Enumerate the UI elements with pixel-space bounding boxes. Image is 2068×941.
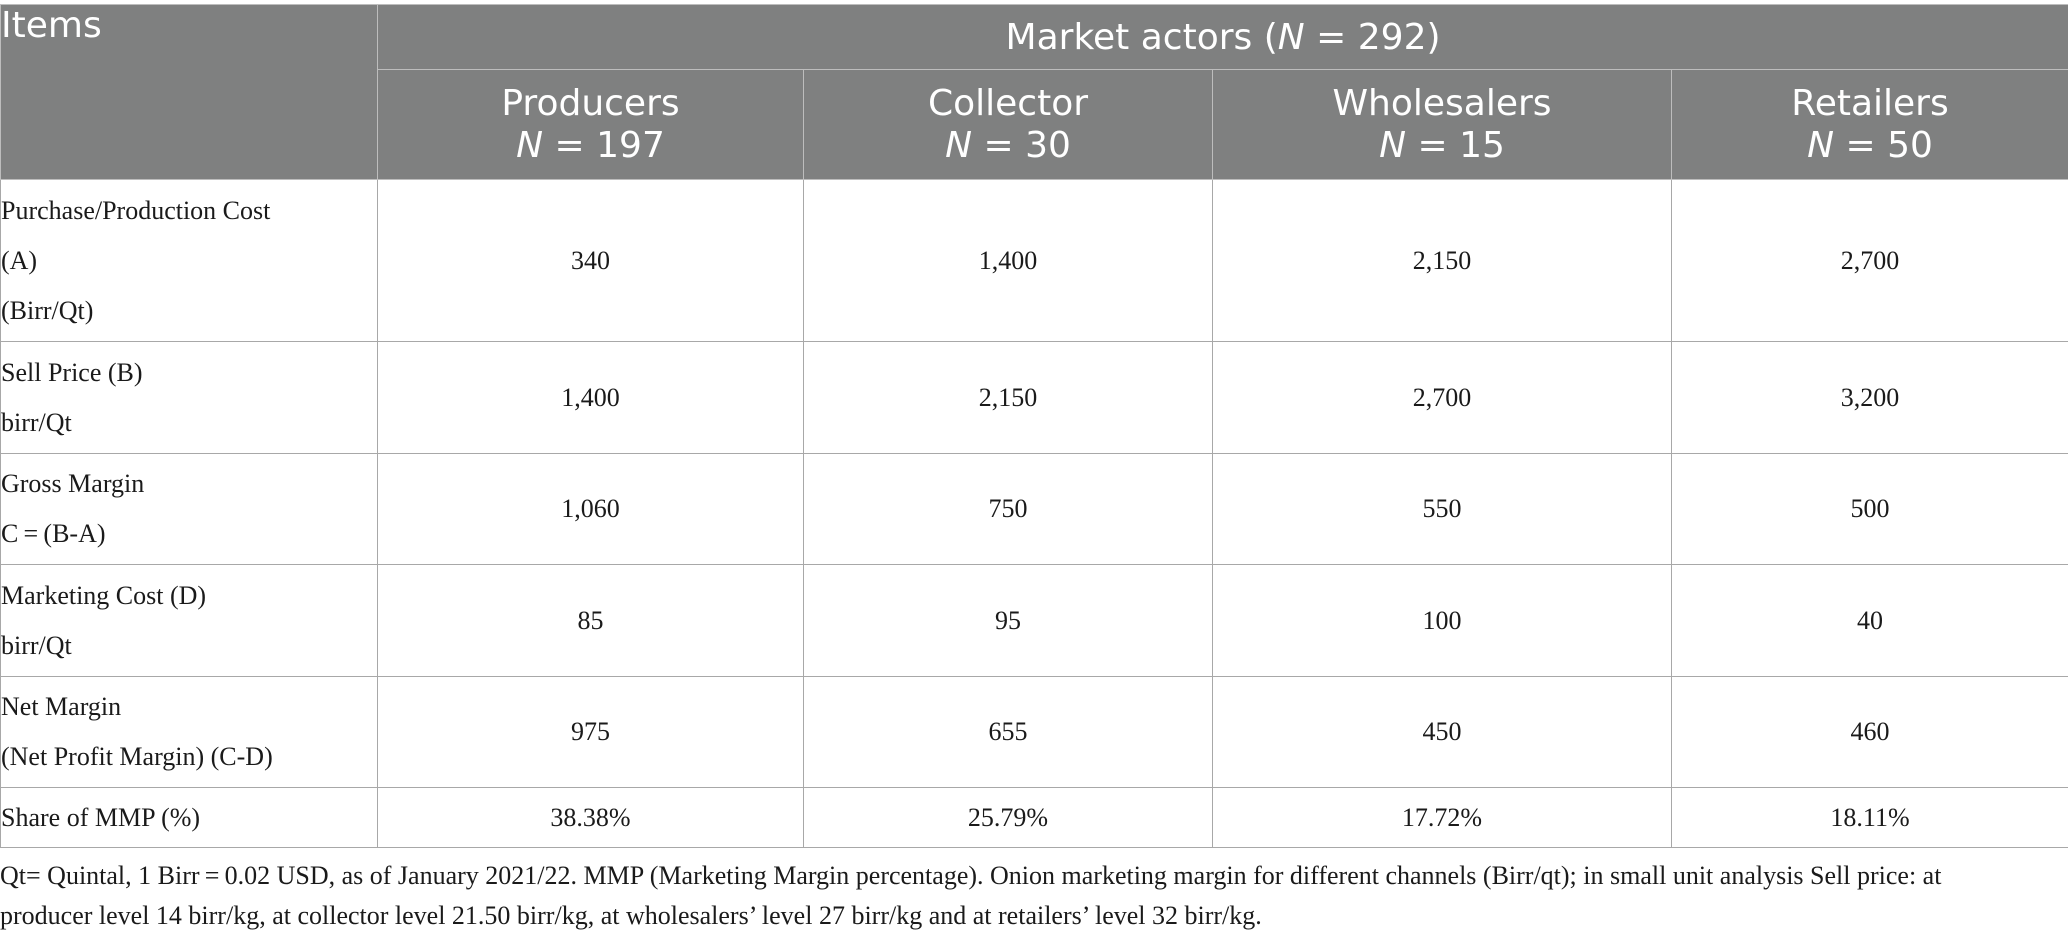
row-label-line: (Net Profit Margin) (C-D) <box>1 742 273 771</box>
n-label: N <box>516 124 544 166</box>
column-header-retailers: Retailers N = 50 <box>1670 69 2068 180</box>
table-cell: 655 <box>803 676 1213 788</box>
row-label-line: Share of MMP (%) <box>1 802 201 832</box>
column-n: N = 50 <box>1672 125 2068 167</box>
table-cell: 25.79% <box>803 787 1213 848</box>
table-row-gross-margin: Gross Margin C = (B-A) 1,060 750 550 500 <box>0 453 2068 565</box>
table-cell: 18.11% <box>1670 787 2068 848</box>
n-value: = 50 <box>1834 124 1933 166</box>
table-cell: 2,150 <box>1212 179 1672 342</box>
table-cell: 460 <box>1670 676 2068 788</box>
row-label-line: (A) <box>1 245 38 275</box>
row-label-line: birr/Qt <box>1 407 72 437</box>
row-label-line: Gross Margin <box>1 469 145 498</box>
table-row-sell-price: Sell Price (B) birr/Qt 1,400 2,150 2,700… <box>0 341 2068 454</box>
header-row-1: Items Market actors (N = 292) <box>0 4 2068 180</box>
table-cell: 975 <box>377 676 804 788</box>
table-cell: 38.38% <box>377 787 804 848</box>
table-cell: 1,400 <box>803 179 1213 342</box>
market-actors-header: Market actors (N = 292) <box>376 4 2068 70</box>
column-header-collector: Collector N = 30 <box>803 69 1213 180</box>
n-value: = 197 <box>543 124 665 166</box>
row-label-line: Marketing Cost (D) <box>1 580 207 610</box>
row-label-line: Net Margin <box>1 692 122 721</box>
row-label: Sell Price (B) birr/Qt <box>0 341 378 454</box>
row-label: Marketing Cost (D) birr/Qt <box>0 564 378 677</box>
table-cell: 100 <box>1212 564 1672 677</box>
column-name: Wholesalers <box>1332 82 1552 124</box>
table-row-share-mmp: Share of MMP (%) 38.38% 25.79% 17.72% 18… <box>0 787 2068 848</box>
market-actors-n: N <box>1277 16 1305 58</box>
column-n: N = 197 <box>378 125 803 167</box>
column-header-wholesalers: Wholesalers N = 15 <box>1212 69 1672 180</box>
table-cell: 95 <box>803 564 1213 677</box>
market-margin-table: Items Market actors (N = 292) Producers N… <box>0 4 2068 848</box>
header-row-2: Producers N = 197 Collector N = 30 Wholesa… <box>1 69 2068 180</box>
column-name: Collector <box>927 82 1089 124</box>
table-cell: 2,700 <box>1670 179 2068 342</box>
table-cell: 3,200 <box>1670 341 2068 454</box>
table-cell: 1,060 <box>377 453 804 565</box>
items-header: Items <box>0 4 378 180</box>
n-value: = 30 <box>972 124 1071 166</box>
column-name: Producers <box>501 82 680 124</box>
table-cell: 450 <box>1212 676 1672 788</box>
table-cell: 340 <box>377 179 804 342</box>
row-label-line: birr/Qt <box>1 630 72 660</box>
column-n: N = 15 <box>1213 125 1671 167</box>
table-row-purchase-cost: Purchase/Production Cost (A) (Birr/Qt) 3… <box>0 179 2068 342</box>
row-label-line: Sell Price (B) <box>1 357 143 387</box>
row-label: Share of MMP (%) <box>0 787 378 848</box>
table-cell: 2,150 <box>803 341 1213 454</box>
table-cell: 550 <box>1212 453 1672 565</box>
n-value: = 15 <box>1406 124 1505 166</box>
table-cell: 750 <box>803 453 1213 565</box>
table-cell: 17.72% <box>1212 787 1672 848</box>
row-label-line: Purchase/Production Cost <box>1 195 271 225</box>
table-row-net-margin: Net Margin (Net Profit Margin) (C-D) 975… <box>0 676 2068 788</box>
n-label: N <box>945 124 973 166</box>
table-footnote: Qt= Quintal, 1 Birr = 0.02 USD, as of Ja… <box>0 861 1942 930</box>
row-label: Net Margin (Net Profit Margin) (C-D) <box>0 676 378 788</box>
table-cell: 1,400 <box>377 341 804 454</box>
market-actors-prefix: Market actors ( <box>1005 16 1278 58</box>
column-n: N = 30 <box>804 125 1212 167</box>
n-label: N <box>1807 124 1835 166</box>
table-cell: 40 <box>1670 564 2068 677</box>
row-label: Purchase/Production Cost (A) (Birr/Qt) <box>0 179 378 342</box>
column-header-producers: Producers N = 197 <box>377 69 804 180</box>
table-cell: 500 <box>1670 453 2068 565</box>
row-label-line: (Birr/Qt) <box>1 295 94 325</box>
table-row-marketing-cost: Marketing Cost (D) birr/Qt 85 95 100 40 <box>0 564 2068 677</box>
market-actors-suffix: = 292) <box>1304 16 1441 58</box>
table-cell: 85 <box>377 564 804 677</box>
column-name: Retailers <box>1791 82 1949 124</box>
row-label: Gross Margin C = (B-A) <box>0 453 378 565</box>
table-cell: 2,700 <box>1212 341 1672 454</box>
row-label-line: C = (B-A) <box>1 519 106 548</box>
n-label: N <box>1379 124 1407 166</box>
